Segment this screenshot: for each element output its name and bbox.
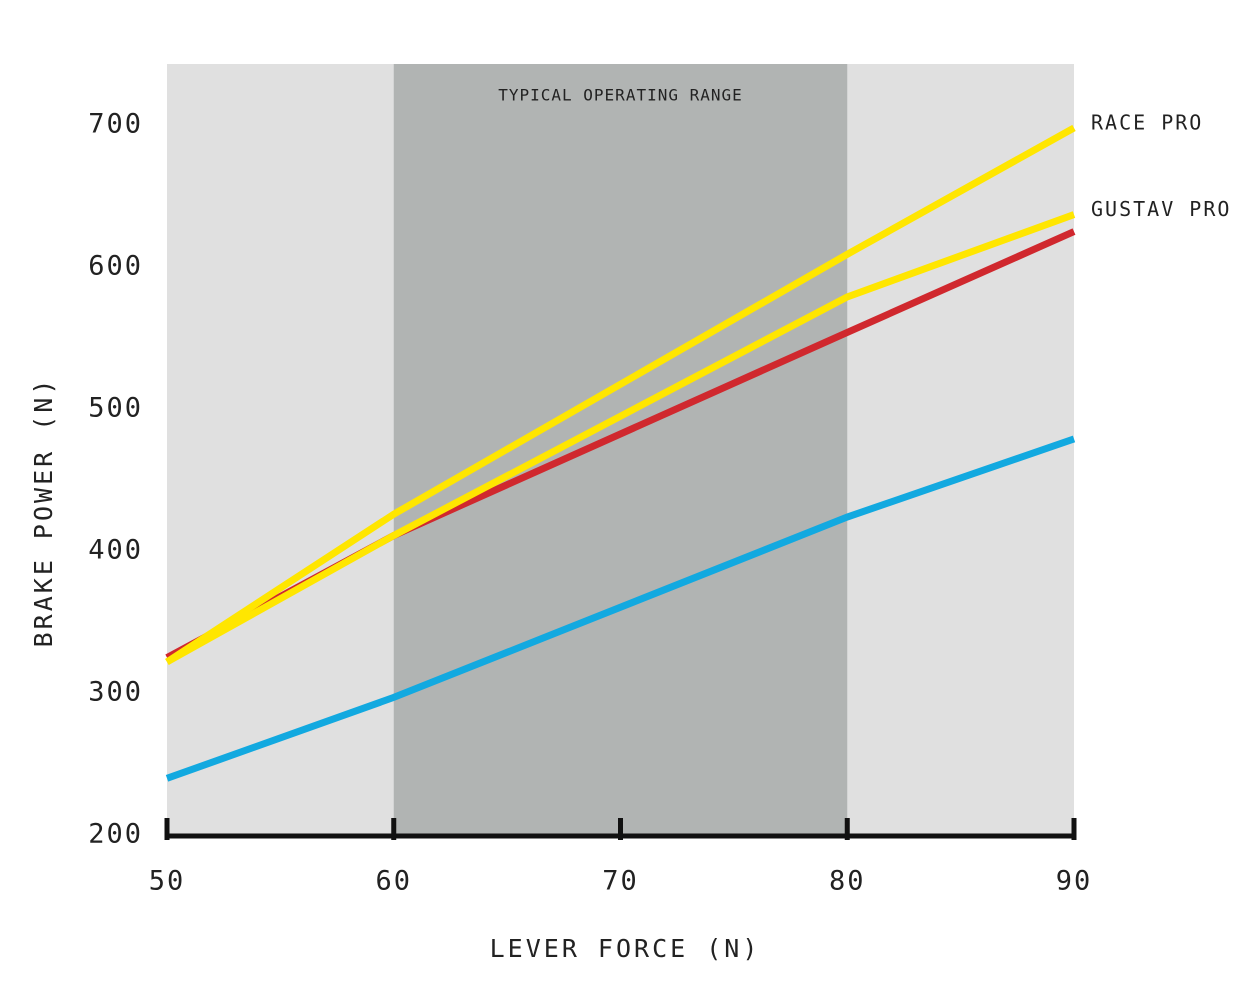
y-tick-label: 300	[88, 676, 143, 707]
series-line	[165, 124, 1076, 665]
x-tick-label: 80	[829, 866, 866, 897]
series-label: RACE PRO	[1091, 110, 1203, 134]
y-tick-label: 600	[88, 250, 143, 281]
x-axis-label: LEVER FORCE (N)	[490, 934, 761, 963]
x-tick-label: 70	[602, 866, 639, 897]
highlight-label: TYPICAL OPERATING RANGE	[498, 86, 743, 105]
y-axis-label: BRAKE POWER (N)	[29, 377, 58, 648]
x-tick-label: 50	[149, 866, 186, 897]
series-line	[165, 211, 1076, 665]
highlight-band	[393, 64, 848, 838]
y-tick-label: 500	[88, 392, 143, 423]
y-tick-label: 700	[88, 108, 143, 139]
y-tick-label: 200	[88, 819, 143, 850]
x-tick-label: 90	[1056, 866, 1093, 897]
x-tick-label: 60	[375, 866, 412, 897]
y-tick-label: 400	[88, 534, 143, 565]
series-line	[165, 435, 1076, 782]
series-label: GUSTAV PRO	[1091, 197, 1231, 221]
